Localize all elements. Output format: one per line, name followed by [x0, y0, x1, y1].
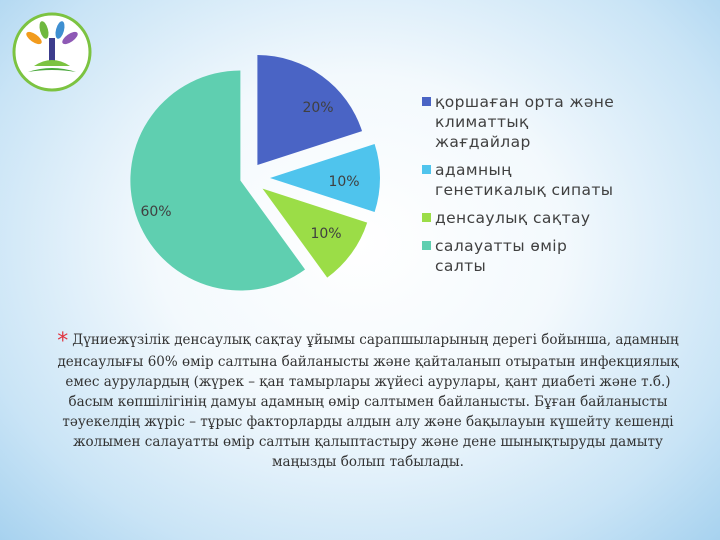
slice-label: 20%	[302, 100, 333, 116]
legend: қоршаған орта және климаттық жағдайлар а…	[422, 92, 622, 284]
legend-label: қоршаған орта және климаттық жағдайлар	[435, 93, 615, 151]
pie-slice	[130, 70, 306, 291]
pie-chart: 20% 10% 10% 60%	[130, 55, 380, 291]
legend-item: қоршаған орта және климаттық жағдайлар	[422, 92, 622, 152]
pie-slice	[257, 55, 363, 166]
legend-swatch	[422, 97, 431, 106]
bullet-marker: *	[57, 329, 69, 354]
legend-label: адамның генетикалық сипаты	[435, 161, 614, 199]
caption-text: Дүниежүзілік денсаулық сақтау ұйымы сара…	[57, 332, 679, 470]
pie-slice	[270, 144, 380, 212]
legend-label: денсаулық сақтау	[435, 209, 591, 227]
slice-label: 60%	[140, 204, 171, 220]
legend-item: салауатты өмір салты	[422, 236, 622, 276]
pie-slice	[262, 188, 368, 278]
legend-swatch	[422, 213, 431, 222]
legend-item: денсаулық сақтау	[422, 208, 622, 228]
caption-paragraph: * Дүниежүзілік денсаулық сақтау ұйымы сар…	[56, 330, 680, 472]
slice-label: 10%	[328, 174, 359, 190]
slice-label: 10%	[310, 226, 341, 242]
logo	[12, 12, 92, 92]
legend-label: салауатты өмір салты	[435, 237, 568, 275]
legend-swatch	[422, 165, 431, 174]
legend-swatch	[422, 241, 431, 250]
legend-item: адамның генетикалық сипаты	[422, 160, 622, 200]
